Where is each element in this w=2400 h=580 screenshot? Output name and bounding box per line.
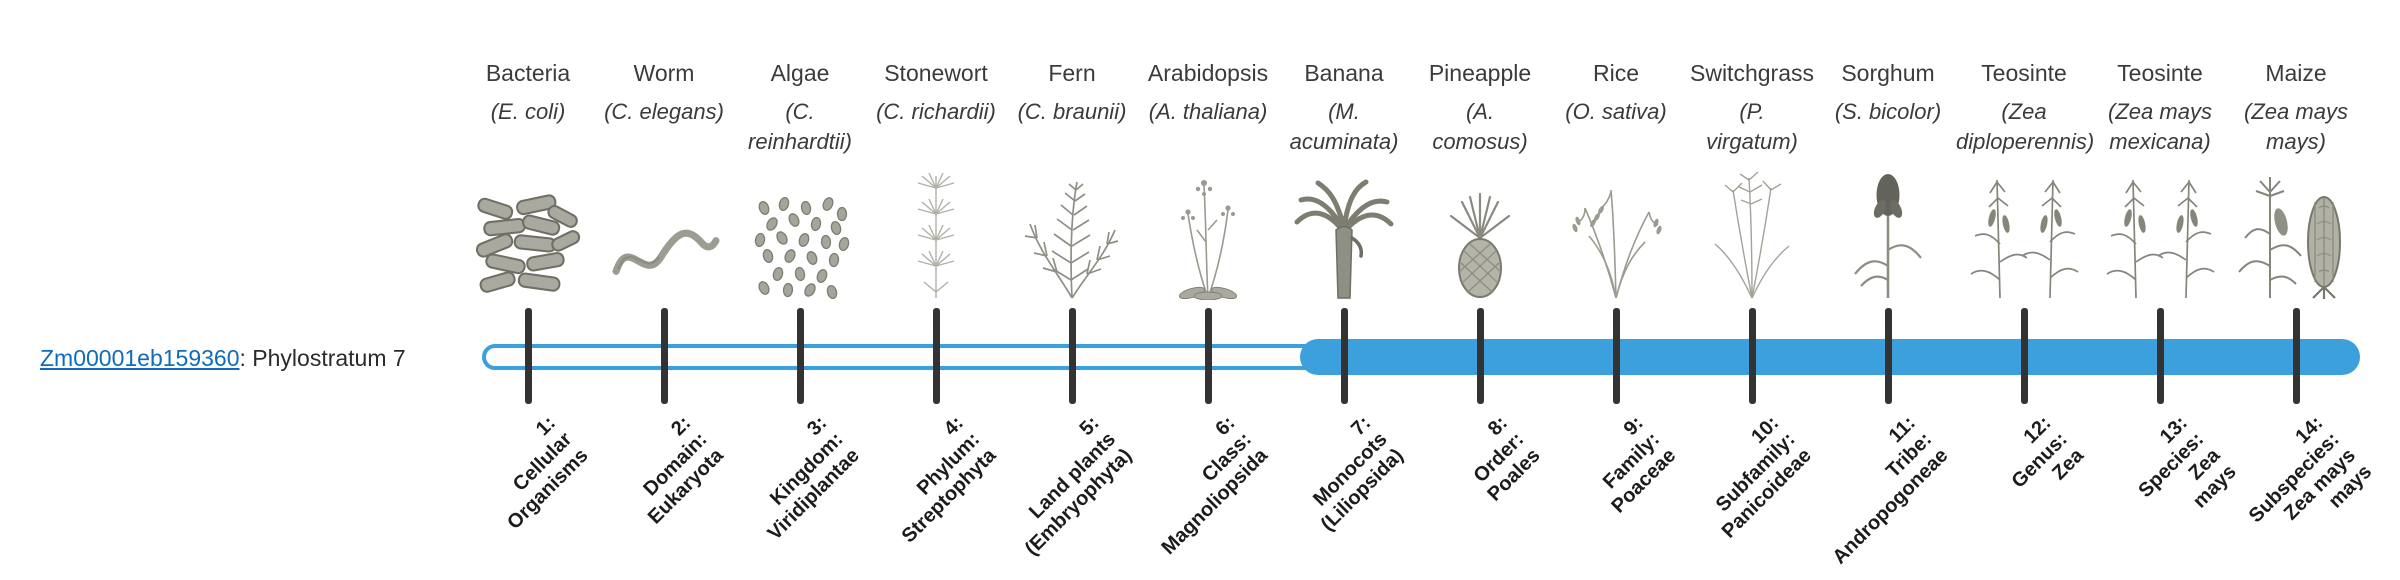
organism-scientific-name: (A. thaliana) bbox=[1148, 99, 1268, 124]
organism-scientific-name: (C. richardii) bbox=[876, 99, 996, 124]
organism-scientific-name: (Zea mays mays) bbox=[2244, 99, 2348, 154]
phylostratum-tick bbox=[1884, 308, 1892, 404]
fern-illustration-icon bbox=[1004, 166, 1140, 300]
organism-name: Sorghum bbox=[1841, 60, 1935, 86]
banana-illustration-icon bbox=[1276, 166, 1412, 300]
organism-column: Teosinte (Zea mays mexicana) 13: Species: … bbox=[2092, 0, 2240, 580]
organism-scientific-name: (Zea diploperennis) bbox=[1956, 99, 2095, 154]
organism-column: Maize (Zea mays mays) 14: Subspecies: Zea … bbox=[2228, 0, 2376, 580]
organism-name: Teosinte bbox=[2117, 60, 2203, 86]
algae-illustration-icon bbox=[732, 166, 868, 300]
organism-name: Bacteria bbox=[485, 60, 571, 86]
bacteria-illustration-icon bbox=[460, 166, 596, 300]
maize-illustration-icon bbox=[2228, 166, 2364, 300]
phylostratum-tick bbox=[932, 308, 940, 404]
phylostratum-label: 12: Genus: Zea bbox=[2007, 412, 2089, 493]
sorghum-illustration-icon bbox=[1820, 166, 1956, 300]
organism-name: Rice bbox=[1592, 60, 1639, 86]
phylostratum-tick bbox=[524, 308, 532, 404]
organism-scientific-name: (C. braunii) bbox=[1017, 99, 1127, 124]
organism-column: Worm (C. elegans) 2: Domain: Eukaryota bbox=[596, 0, 732, 580]
gene-label: Zm00001eb159360: Phylostratum 7 bbox=[40, 345, 406, 372]
organism-column: Sorghum (S. bicolor) 11: Tribe: Andropogon… bbox=[1820, 0, 1956, 580]
organism-scientific-name: (C. elegans) bbox=[604, 99, 724, 124]
organism-scientific-name: (C. reinhardtii) bbox=[748, 99, 852, 154]
phylostratum-tick bbox=[660, 308, 668, 404]
phylostratum-tick bbox=[796, 308, 804, 404]
phylostratum-tick bbox=[1476, 308, 1484, 404]
organism-name: Algae bbox=[770, 60, 830, 86]
organism-column: Switchgrass (P. virgatum) 10: Subfamily: P… bbox=[1684, 0, 1820, 580]
phylostratum-label: 13: Species: Zea mays bbox=[2134, 412, 2241, 513]
worm-illustration-icon bbox=[596, 166, 732, 300]
gene-id-link[interactable]: Zm00001eb159360 bbox=[40, 345, 240, 371]
phylostratum-label: 3: Kingdom: Viridiplantae bbox=[763, 412, 865, 545]
arabidopsis-illustration-icon bbox=[1140, 166, 1276, 300]
phylostratum-label: 8: Order: Poales bbox=[1469, 412, 1545, 506]
organism-name: Worm bbox=[633, 60, 695, 86]
organism-column: Banana (M. acuminata) 7: Monocots (Liliops… bbox=[1276, 0, 1412, 580]
gene-phylostratum-text: : Phylostratum 7 bbox=[239, 345, 406, 371]
organism-name: Banana bbox=[1304, 60, 1384, 86]
organism-name: Arabidopsis bbox=[1147, 60, 1269, 86]
phylostratum-label: 7: Monocots (Liliopsida) bbox=[1309, 412, 1409, 536]
organism-column: Arabidopsis (A. thaliana) 6: Class: Magnol… bbox=[1140, 0, 1276, 580]
organism-column: Bacteria (E. coli) 1: Cellular Organisms bbox=[460, 0, 596, 580]
phylostratum-label: 1: Cellular Organisms bbox=[502, 412, 593, 534]
organism-scientific-name: (S. bicolor) bbox=[1834, 99, 1942, 124]
rice-illustration-icon bbox=[1548, 166, 1684, 300]
phylostratum-bar-fill bbox=[1300, 339, 2360, 375]
organism-column: Pineapple (A. comosus) 8: Order: Poales bbox=[1412, 0, 1548, 580]
organism-scientific-name: (M. acuminata) bbox=[1289, 99, 1399, 154]
phylostratum-tick bbox=[1204, 308, 1212, 404]
phylostratum-label: 14: Subspecies: Zea mays mays bbox=[2244, 412, 2377, 528]
organism-name: Fern bbox=[1048, 60, 1096, 86]
phylostratum-label: 4: Phylum: Streptophyta bbox=[897, 412, 1001, 548]
organism-name: Maize bbox=[2265, 60, 2327, 86]
organism-column: Rice (O. sativa) 9: Family: Poaceae bbox=[1548, 0, 1684, 580]
organism-scientific-name: (O. sativa) bbox=[1565, 99, 1667, 124]
phylostratum-tick bbox=[1748, 308, 1756, 404]
organism-column: Algae (C. reinhardtii) 3: Kingdom: Viridip… bbox=[732, 0, 868, 580]
organism-scientific-name: (P. virgatum) bbox=[1706, 99, 1798, 154]
organism-name: Teosinte bbox=[1981, 60, 2067, 86]
switchgrass-illustration-icon bbox=[1684, 166, 1820, 300]
phylostratum-label: 6: Class: Magnoliopsida bbox=[1157, 412, 1273, 560]
teosinte-illustration-icon bbox=[1956, 166, 2092, 300]
phylostratum-tick bbox=[1612, 308, 1620, 404]
organism-scientific-name: (A. comosus) bbox=[1432, 99, 1528, 154]
organism-scientific-name: (E. coli) bbox=[490, 99, 566, 124]
stonewort-illustration-icon bbox=[868, 166, 1004, 300]
organism-column: Fern (C. braunii) 5: Land plants (Embryoph… bbox=[1004, 0, 1140, 580]
phylostratum-tick bbox=[1068, 308, 1076, 404]
organism-scientific-name: (Zea mays mexicana) bbox=[2108, 99, 2212, 154]
phylostratum-tick bbox=[2020, 308, 2028, 404]
organism-name: Pineapple bbox=[1428, 60, 1532, 86]
organism-name: Stonewort bbox=[884, 60, 988, 86]
organism-column: Stonewort (C. richardii) 4: Phylum: Strept… bbox=[868, 0, 1004, 580]
pineapple-illustration-icon bbox=[1412, 166, 1548, 300]
organism-name: Switchgrass bbox=[1690, 60, 1814, 86]
phylostratum-tick bbox=[2156, 308, 2164, 404]
phylostratum-label: 10: Subfamily: Panicoideae bbox=[1711, 412, 1817, 543]
phylostratum-label: 11: Tribe: Andropogoneae bbox=[1828, 412, 1953, 569]
phylostratum-label: 5: Land plants (Embryophyta) bbox=[1020, 412, 1137, 560]
teosinte-illustration-icon bbox=[2092, 166, 2228, 300]
phylostratum-tick bbox=[2292, 308, 2300, 404]
phylostratum-label: 2: Domain: Eukaryota bbox=[639, 412, 729, 529]
phylostratum-tick bbox=[1340, 308, 1348, 404]
organism-column: Teosinte (Zea diploperennis) 12: Genus: Ze… bbox=[1956, 0, 2095, 580]
phylostratum-label: 9: Family: Poaceae bbox=[1598, 412, 1681, 518]
